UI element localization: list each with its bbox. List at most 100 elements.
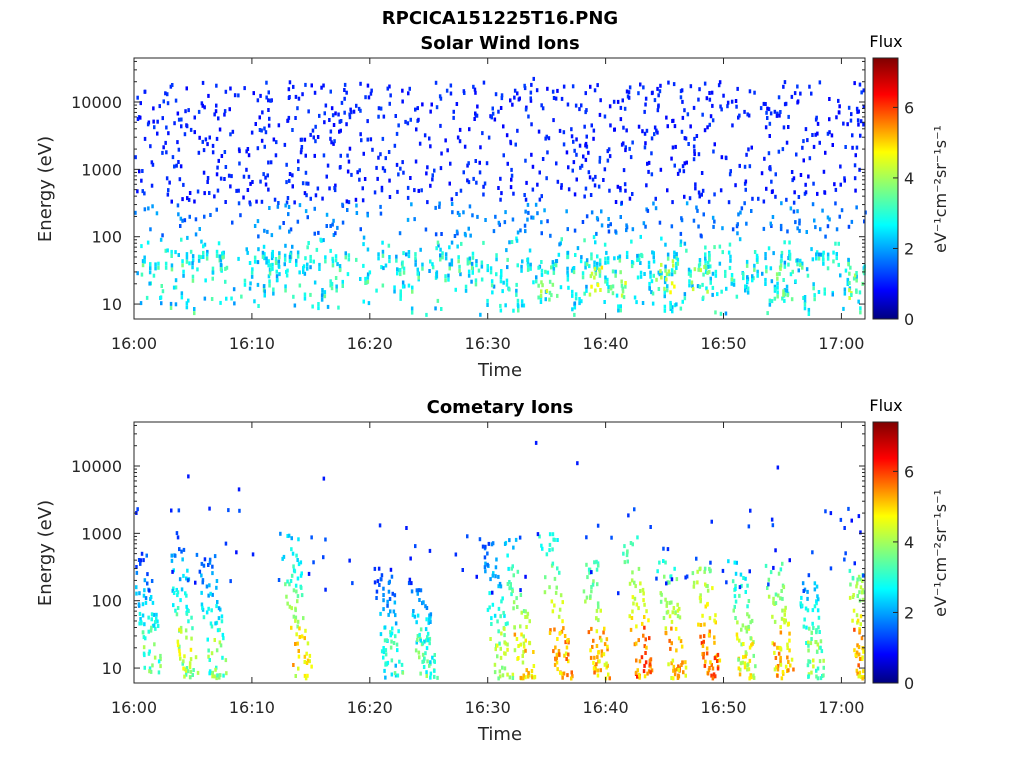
heatmap-cell: [622, 125, 625, 130]
heatmap-cell: [711, 103, 714, 108]
heatmap-cell: [296, 106, 299, 111]
heatmap-cell: [763, 156, 766, 161]
heatmap-cell: [528, 619, 531, 624]
heatmap-cell: [706, 125, 709, 130]
heatmap-cell: [191, 278, 195, 283]
heatmap-cell: [325, 212, 329, 217]
heatmap-cell: [519, 588, 522, 593]
heatmap-cell: [578, 301, 581, 306]
heatmap-cell: [689, 124, 692, 129]
heatmap-cell: [433, 168, 436, 173]
heatmap-cell: [598, 273, 602, 278]
heatmap-cell: [757, 196, 760, 201]
heatmap-cell: [488, 605, 491, 610]
heatmap-cell: [397, 123, 400, 128]
heatmap-cell: [677, 636, 681, 641]
heatmap-cell: [242, 174, 246, 179]
heatmap-cell: [440, 232, 443, 236]
heatmap-cell: [647, 169, 650, 174]
heatmap-cell: [402, 170, 405, 175]
heatmap-cell: [664, 268, 667, 273]
heatmap-cell: [566, 638, 569, 643]
heatmap-cell: [743, 181, 747, 186]
heatmap-cell: [247, 153, 251, 158]
heatmap-cell: [701, 644, 705, 648]
heatmap-cell: [390, 631, 394, 636]
heatmap-cell: [783, 102, 787, 107]
heatmap-cell: [349, 107, 352, 112]
heatmap-cell: [792, 200, 796, 205]
heatmap-cell: [787, 262, 790, 267]
heatmap-cell: [439, 123, 442, 128]
heatmap-cell: [566, 254, 570, 259]
heatmap-cell: [326, 304, 330, 309]
heatmap-cell: [512, 545, 515, 550]
heatmap-cell: [410, 589, 414, 594]
heatmap-cell: [643, 644, 646, 649]
heatmap-cell: [478, 537, 482, 542]
heatmap-cell: [506, 621, 509, 626]
heatmap-cell: [516, 605, 519, 609]
heatmap-cell: [333, 188, 337, 193]
heatmap-cell: [637, 606, 640, 611]
heatmap-cell: [215, 83, 218, 88]
heatmap-cell: [264, 130, 268, 135]
heatmap-cell: [458, 268, 461, 273]
heatmap-cell: [851, 133, 854, 138]
heatmap-cell: [714, 310, 717, 315]
heatmap-cell: [666, 252, 670, 257]
heatmap-cell: [647, 260, 651, 265]
heatmap-cell: [703, 566, 707, 571]
heatmap-cell: [431, 655, 434, 660]
heatmap-cell: [141, 630, 145, 635]
x-tick-label: 16:30: [465, 698, 511, 717]
heatmap-cell: [848, 595, 852, 600]
heatmap-cell: [422, 600, 425, 605]
heatmap-cell: [134, 155, 137, 160]
heatmap-cell: [671, 658, 675, 663]
heatmap-cell: [801, 581, 805, 586]
heatmap-cell: [585, 595, 589, 600]
heatmap-cell: [694, 186, 697, 191]
heatmap-cell: [655, 277, 658, 282]
heatmap-cell: [620, 200, 623, 205]
heatmap-cell: [291, 128, 294, 132]
heatmap-cell: [580, 163, 584, 168]
heatmap-cell: [250, 130, 254, 135]
heatmap-cell: [137, 558, 141, 562]
heatmap-cell: [139, 617, 142, 621]
heatmap-cell: [585, 214, 589, 219]
heatmap-cell: [770, 179, 773, 184]
heatmap-cell: [779, 625, 782, 630]
heatmap-cell: [860, 674, 863, 679]
heatmap-cell: [813, 297, 816, 302]
heatmap-cell: [395, 131, 399, 136]
heatmap-cell: [822, 665, 825, 670]
heatmap-cell: [397, 629, 400, 634]
heatmap-cell: [138, 169, 141, 174]
heatmap-cell: [174, 553, 177, 558]
heatmap-cell: [179, 224, 182, 228]
heatmap-cell: [294, 583, 298, 588]
heatmap-cell: [858, 657, 862, 661]
heatmap-cell: [386, 86, 389, 91]
heatmap-cell: [313, 90, 317, 95]
heatmap-cell: [565, 150, 569, 155]
y-tick-label: 100: [91, 592, 122, 611]
heatmap-cell: [602, 652, 606, 657]
heatmap-cell: [666, 284, 669, 289]
heatmap-cell: [623, 544, 626, 549]
heatmap-cell: [834, 201, 837, 206]
heatmap-cell: [787, 256, 790, 260]
heatmap-cell: [550, 563, 554, 568]
heatmap-cell: [737, 657, 740, 662]
heatmap-cell: [511, 672, 515, 677]
heatmap-cell: [701, 613, 704, 618]
heatmap-cell: [799, 258, 802, 263]
heatmap-cell: [336, 262, 339, 267]
heatmap-cell: [580, 255, 583, 260]
heatmap-cell: [176, 593, 179, 598]
heatmap-cell: [215, 249, 219, 254]
heatmap-cell: [815, 599, 818, 604]
